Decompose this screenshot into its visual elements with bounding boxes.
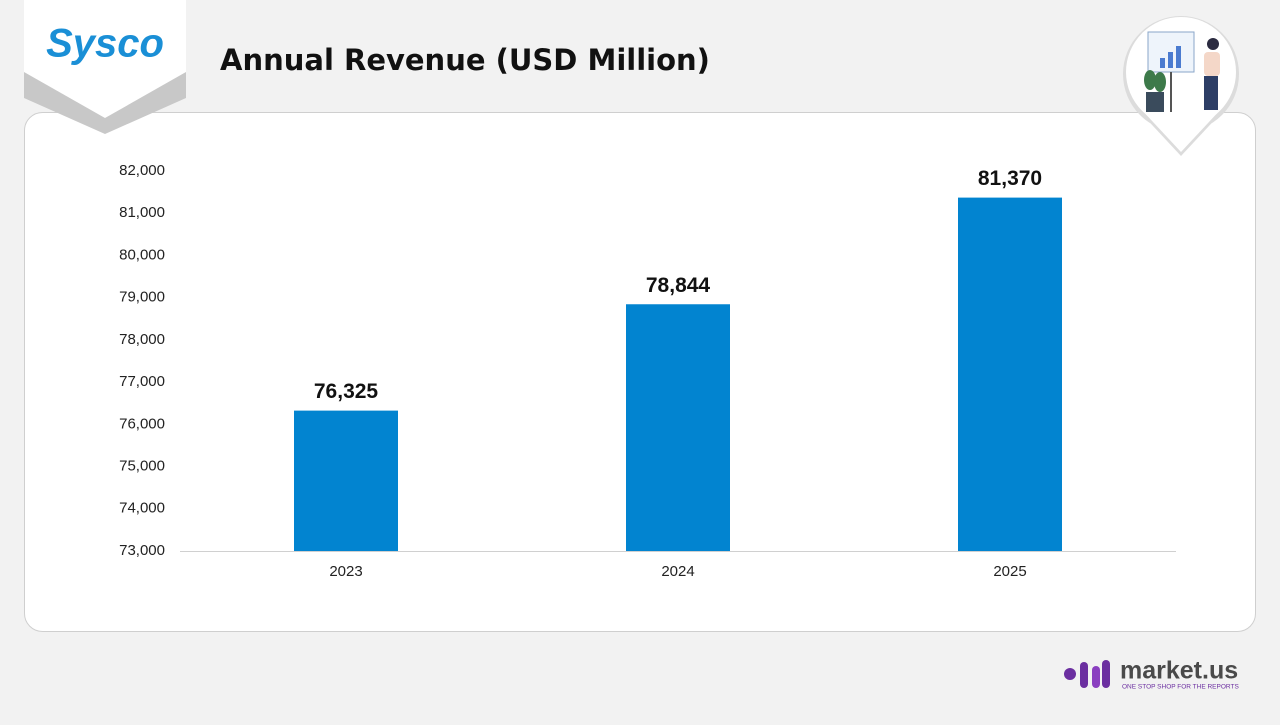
- bar: [294, 410, 398, 551]
- bar: [626, 304, 730, 551]
- y-tick-label: 73,000: [119, 542, 165, 559]
- chart-title: Annual Revenue (USD Million): [220, 43, 710, 77]
- value-label: 81,370: [978, 167, 1042, 190]
- value-label: 76,325: [314, 380, 379, 403]
- y-tick-label: 81,000: [119, 204, 165, 221]
- y-tick-label: 76,000: [119, 415, 165, 432]
- x-tick-label: 2023: [329, 563, 362, 580]
- bar: [958, 197, 1062, 551]
- logo-text: Sysco: [46, 22, 164, 66]
- y-tick-label: 80,000: [119, 246, 165, 263]
- illustration: [1123, 16, 1239, 156]
- y-tick-label: 78,000: [119, 331, 165, 348]
- y-tick-label: 82,000: [119, 162, 165, 179]
- logo-badge: [24, 0, 186, 118]
- x-tick-label: 2025: [993, 563, 1026, 580]
- y-tick-label: 75,000: [119, 458, 165, 475]
- brand-logo: [1064, 660, 1110, 688]
- value-label: 78,844: [646, 274, 711, 297]
- x-tick-label: 2024: [661, 563, 694, 580]
- brand-name: market.us: [1120, 657, 1238, 685]
- y-tick-label: 74,000: [119, 500, 165, 517]
- brand-tagline: ONE STOP SHOP FOR THE REPORTS: [1122, 684, 1239, 691]
- y-tick-label: 77,000: [119, 373, 165, 390]
- y-tick-label: 79,000: [119, 289, 165, 306]
